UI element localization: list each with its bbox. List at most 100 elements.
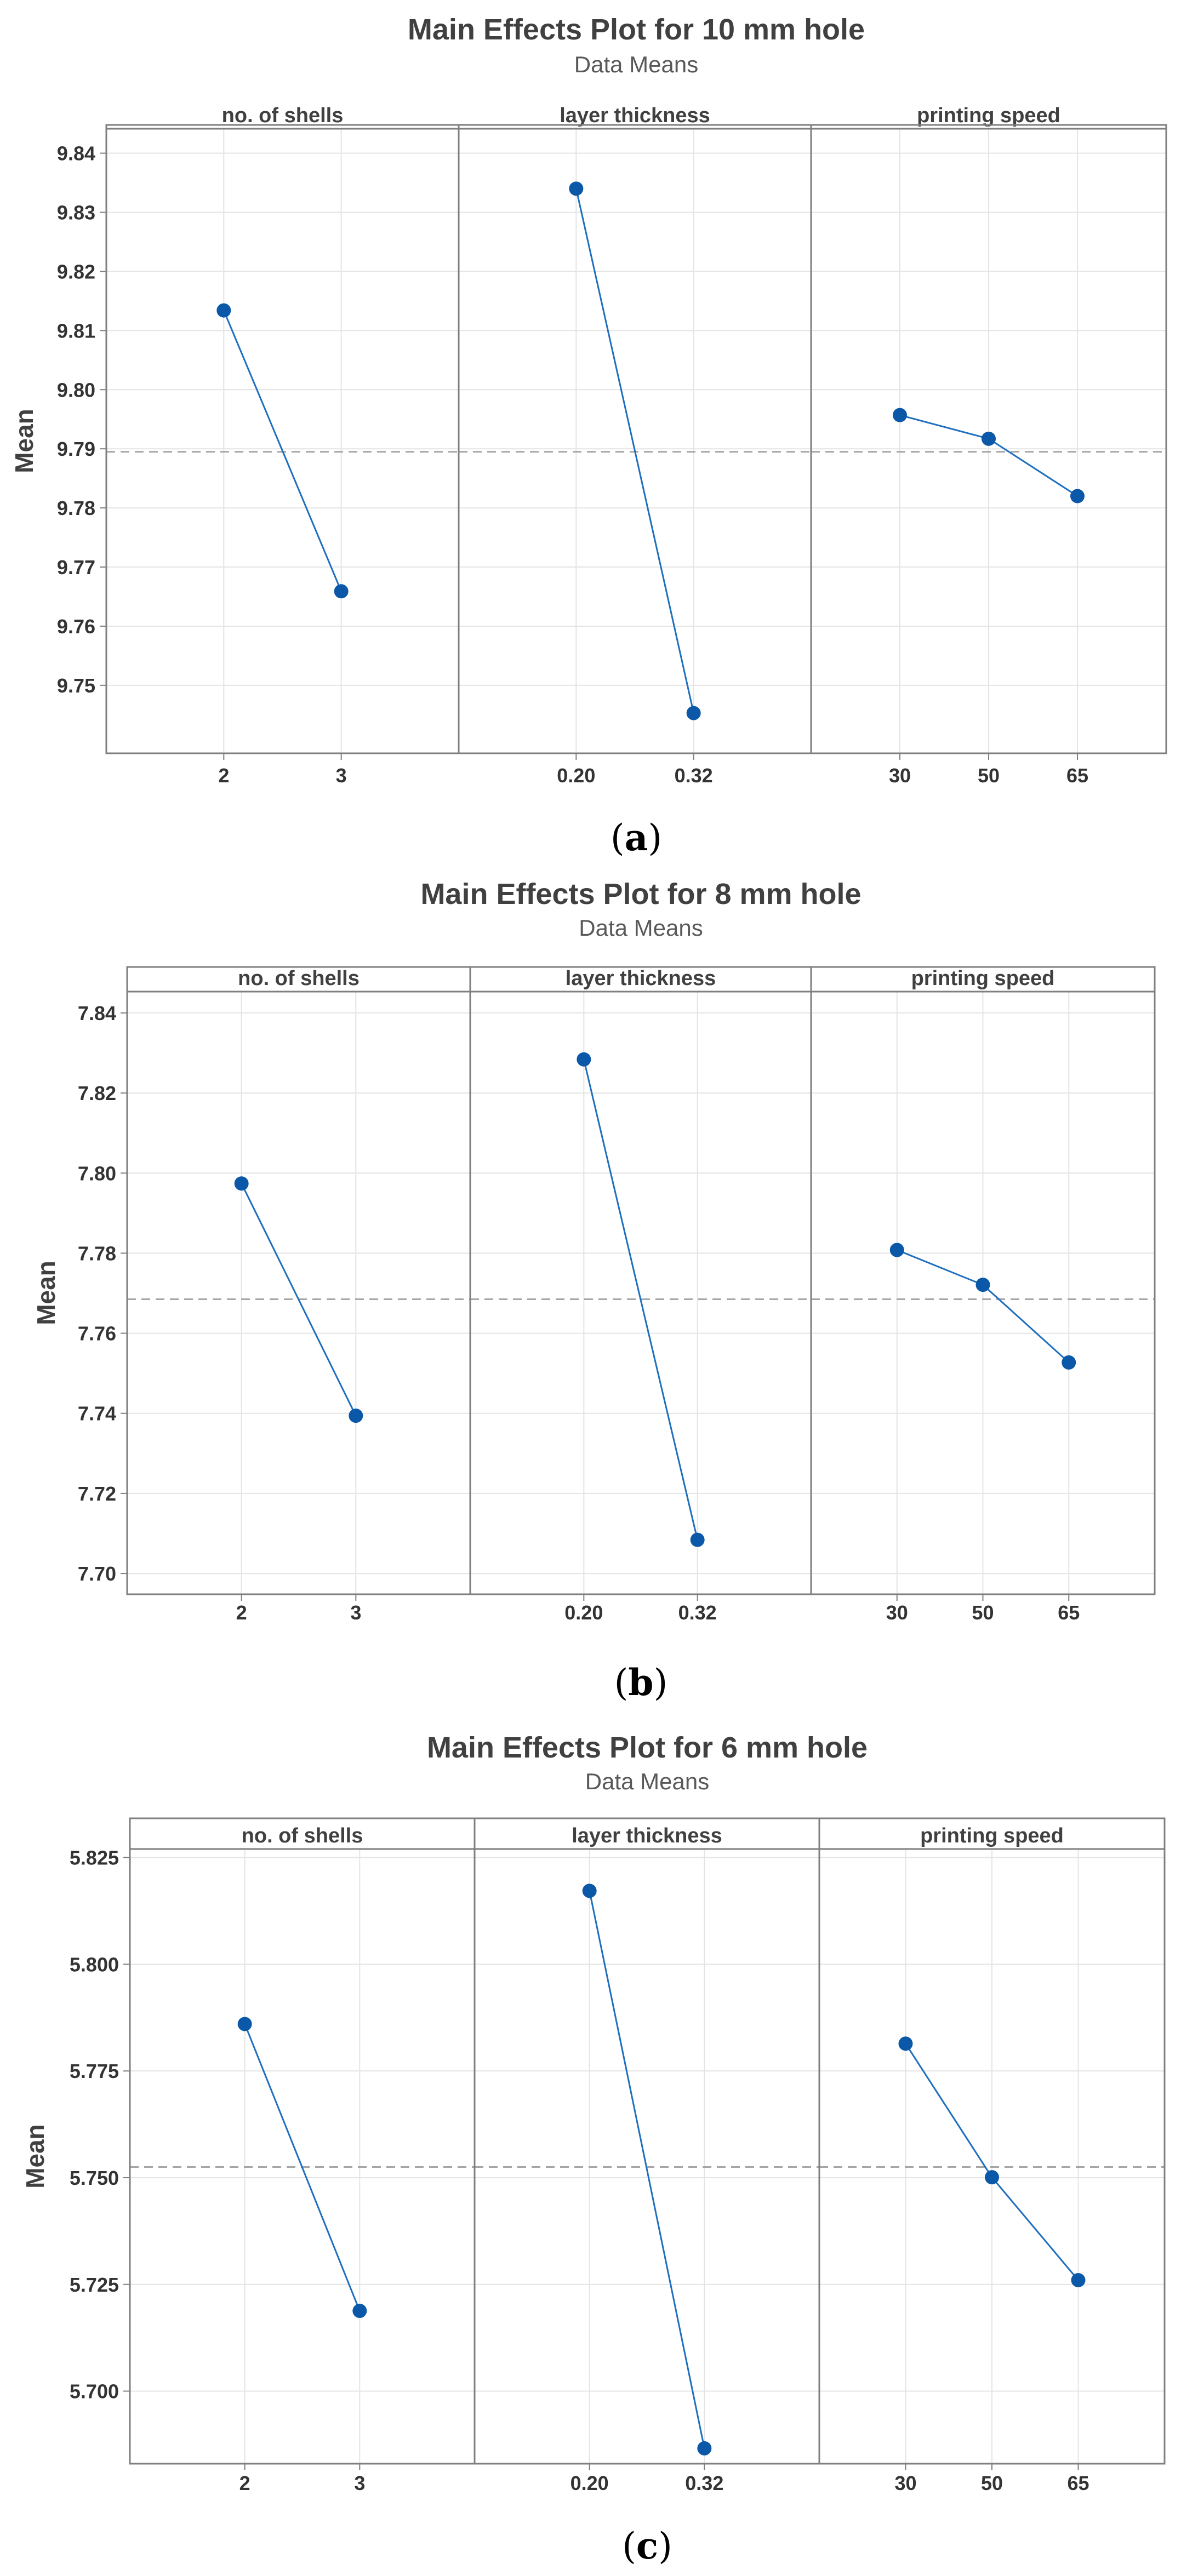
chart-3-y-tick-label: 5.750 (70, 2167, 119, 2189)
chart-2-panel-2-strip-label: layer thickness (566, 967, 716, 990)
chart-2-panel-1-data-point (349, 1409, 363, 1423)
chart-3-y-tick-label: 5.700 (70, 2380, 119, 2403)
chart-1-y-tick-label: 9.78 (57, 497, 95, 519)
chart-3-title: Main Effects Plot for 6 mm hole (427, 1731, 868, 1764)
chart-2-subtitle: Data Means (579, 915, 703, 941)
chart-3-panel-2-strip-label: layer thickness (572, 1824, 722, 1847)
chart-2-panel-2-data-point (577, 1052, 591, 1067)
chart-1-panel-2-data-point (569, 181, 584, 196)
chart-3-y-tick-label: 5.800 (70, 1953, 119, 1976)
chart-1-y-tick-label: 9.76 (57, 615, 95, 638)
chart-2-plot-frame (126, 966, 1156, 1595)
chart-3-panel-3-x-tick-label: 30 (894, 2472, 916, 2494)
chart-3-subtitle: Data Means (585, 1768, 709, 1794)
chart-1-panel-2: layer thickness 0.20 0.32 (459, 104, 811, 787)
chart-2-panel-3-data-point (889, 1243, 904, 1257)
chart-3-panel-1-strip-label: no. of shells (242, 1824, 363, 1847)
chart-3-panel-3-data-point (898, 2036, 913, 2051)
chart-2-panel-3-x-tick-label: 30 (886, 1601, 908, 1624)
chart-1-caption: (a) (611, 816, 662, 859)
chart-1-panel-2-x-tick-label: 0.20 (557, 764, 595, 787)
chart-3-panel-2-data-point (697, 2441, 712, 2455)
chart-3-plot-frame (129, 1817, 1166, 2465)
chart-1-plot-frame (105, 124, 1167, 754)
chart-1-panel-3-data-point (1070, 489, 1085, 503)
chart-3-panel-2-data-point (582, 1884, 597, 1898)
chart-2-y-axis-label: Mean (32, 1261, 60, 1325)
chart-1-y-tick-label: 9.75 (57, 674, 95, 697)
chart-2-y-tick-label: 7.70 (78, 1562, 116, 1585)
chart-3-panel-1-data-point (237, 2017, 252, 2031)
chart-2-panel-2-x-tick-label: 0.20 (564, 1601, 603, 1624)
chart-3-panel-1-x-tick-label: 2 (239, 2472, 250, 2494)
chart-2-panel-3: printing speed 30 50 65 (811, 967, 1155, 1624)
chart-1-y-tick-label: 9.84 (57, 142, 95, 165)
chart-3-panel-2-x-tick-label: 0.20 (570, 2472, 609, 2494)
chart-1-y-axis-label: Mean (10, 409, 38, 473)
chart-1-y-tick-label: 9.77 (57, 556, 95, 579)
chart-1: Main Effects Plot for 10 mm hole Data Mea… (10, 13, 1167, 859)
chart-2-panel-3-strip-label: printing speed (911, 967, 1055, 990)
chart-2-panel-1-x-tick-label: 3 (350, 1601, 361, 1624)
chart-2-panel-1-data-point (234, 1176, 249, 1191)
chart-1-panel-2-data-point (686, 706, 701, 720)
chart-2-panel-1-strip-label: no. of shells (238, 967, 360, 990)
chart-1-y-tick-label: 9.81 (57, 319, 95, 342)
chart-3-panel-3-x-tick-label: 65 (1067, 2472, 1089, 2494)
chart-3-panel-2: layer thickness 0.20 0.32 (475, 1824, 819, 2494)
chart-3-panel-2-series-line (589, 1891, 705, 2449)
chart-2-panel-2-data-point (690, 1532, 705, 1547)
chart-1-panel-1-x-tick-label: 3 (336, 764, 347, 787)
chart-2-y-tick-label: 7.74 (78, 1403, 116, 1425)
chart-2-panel-2-series-line (583, 1059, 699, 1541)
chart-1-title: Main Effects Plot for 10 mm hole (408, 13, 865, 46)
chart-2-y-tick-label: 7.80 (78, 1162, 116, 1184)
chart-2-panel-1-series-line (241, 1183, 357, 1416)
chart-1-panel-2-series-line (575, 188, 695, 713)
chart-3: Main Effects Plot for 6 mm hole Data Mean… (21, 1731, 1166, 2567)
chart-1-panel-1-data-point (216, 303, 231, 318)
chart-3-panel-3-strip-label: printing speed (920, 1824, 1064, 1847)
chart-3-y-axis-label: Mean (21, 2124, 49, 2189)
chart-2-y-tick-label: 7.78 (78, 1242, 116, 1264)
chart-2-y-tick-label: 7.76 (78, 1323, 116, 1345)
chart-2-panel-1: no. of shells 2 3 (127, 967, 470, 1624)
chart-2-panel-3-x-tick-label: 65 (1058, 1601, 1080, 1624)
chart-3-panel-3: printing speed 30 50 65 (819, 1824, 1165, 2494)
chart-3-y-tick-label: 5.725 (70, 2274, 119, 2296)
chart-2-panel-2: layer thickness 0.20 0.32 (470, 967, 811, 1624)
chart-2-y-tick-label: 7.72 (78, 1482, 116, 1505)
chart-2-panel-2-x-tick-label: 0.32 (678, 1601, 717, 1624)
chart-1-panel-1-x-tick-label: 2 (218, 764, 229, 787)
chart-2: Main Effects Plot for 8 mm hole Data Mean… (32, 878, 1156, 1704)
chart-1-panel-3: printing speed 30 50 65 (811, 104, 1166, 787)
chart-1-panel-2-strip-label: layer thickness (560, 104, 710, 127)
chart-1-panel-3-data-point (893, 408, 907, 422)
chart-3-y-tick-label: 5.825 (70, 1847, 119, 1869)
chart-2-panel-3-x-tick-label: 50 (972, 1601, 994, 1624)
chart-1-panel-3-x-tick-label: 30 (889, 764, 911, 787)
chart-3-caption: (c) (622, 2525, 672, 2567)
chart-2-panel-3-data-point (1062, 1355, 1076, 1370)
chart-3-panel-1: no. of shells 2 3 (130, 1824, 475, 2494)
chart-3-panel-3-data-point (1071, 2272, 1086, 2287)
chart-1-panel-1-data-point (334, 584, 349, 599)
chart-1-subtitle: Data Means (574, 51, 698, 77)
chart-1-panel-1: no. of shells 2 3 (106, 104, 459, 787)
chart-1-y-tick-label: 9.79 (57, 438, 95, 460)
chart-3-y-tick-label: 5.775 (70, 2060, 119, 2082)
chart-1-panel-1-strip-label: no. of shells (222, 104, 344, 127)
chart-1-panel-1-series-line (222, 310, 343, 592)
chart-2-y-tick-label: 7.84 (78, 1002, 116, 1024)
chart-3-panel-1-data-point (352, 2304, 367, 2319)
chart-2-panel-1-x-tick-label: 2 (236, 1601, 247, 1624)
chart-3-panel-1-x-tick-label: 3 (354, 2472, 365, 2494)
chart-3-panel-3-data-point (985, 2170, 999, 2185)
chart-3-panel-2-x-tick-label: 0.32 (685, 2472, 723, 2494)
chart-2-y-tick-label: 7.82 (78, 1082, 116, 1104)
chart-3-panel-1-series-line (244, 2023, 361, 2311)
chart-2-panel-3-data-point (975, 1278, 990, 1292)
chart-1-panel-3-strip-label: printing speed (917, 104, 1060, 127)
chart-1-panel-3-x-tick-label: 50 (978, 764, 1000, 787)
